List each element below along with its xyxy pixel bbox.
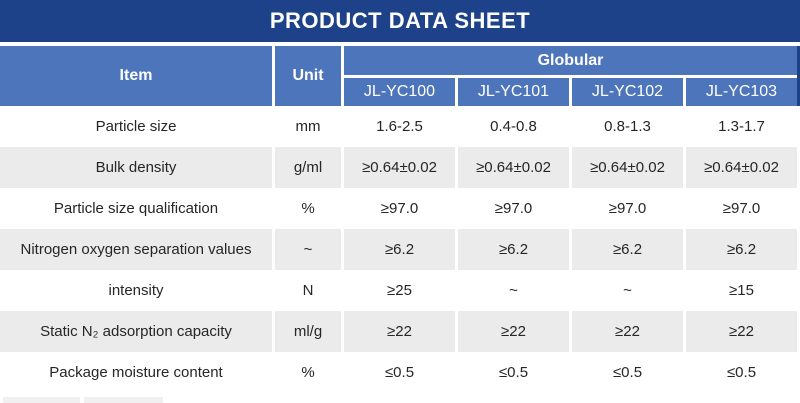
row-unit-value: N xyxy=(275,270,341,311)
banner-divider xyxy=(0,42,800,46)
page-title: PRODUCT DATA SHEET xyxy=(269,8,531,33)
column-header-model: JL-YC100 xyxy=(344,78,455,106)
row-spec-value: ≥6.2 xyxy=(572,229,683,270)
row-spec-value: ≥22 xyxy=(458,311,569,352)
table-row: Particle size qualification % ≥97.0 ≥97.… xyxy=(0,188,797,229)
row-unit-value: ml/g xyxy=(275,311,341,352)
row-spec-value: ~ xyxy=(572,270,683,311)
table-row: Particle size mm 1.6-2.5 0.4-0.8 0.8-1.3… xyxy=(0,106,797,147)
row-spec-value: ≥0.64±0.02 xyxy=(686,147,797,188)
cropped-cell-fragment xyxy=(3,397,80,403)
column-header-model: JL-YC101 xyxy=(458,78,569,106)
row-spec-value: ≥97.0 xyxy=(344,188,455,229)
row-item-label: Particle size qualification xyxy=(0,188,272,229)
title-banner: PRODUCT DATA SHEET xyxy=(0,0,800,42)
row-unit-value: ~ xyxy=(275,229,341,270)
row-spec-value: ~ xyxy=(458,270,569,311)
row-unit-value: g/ml xyxy=(275,147,341,188)
column-header-item: Item xyxy=(0,46,272,106)
row-item-label: Bulk density xyxy=(0,147,272,188)
row-spec-value: ≤0.5 xyxy=(686,352,797,393)
table-row: Static N₂ adsorption capacity ml/g ≥22 ≥… xyxy=(0,311,797,352)
row-spec-value: 1.6-2.5 xyxy=(344,106,455,147)
row-unit-value: mm xyxy=(275,106,341,147)
row-spec-value: 0.4-0.8 xyxy=(458,106,569,147)
row-spec-value: ≥6.2 xyxy=(344,229,455,270)
row-spec-value: ≥6.2 xyxy=(686,229,797,270)
header-right-edge-strip xyxy=(797,46,800,106)
row-spec-value: ≥97.0 xyxy=(572,188,683,229)
table-row: Package moisture content % ≤0.5 ≤0.5 ≤0.… xyxy=(0,352,797,393)
row-spec-value: ≥0.64±0.02 xyxy=(572,147,683,188)
row-spec-value: ≥0.64±0.02 xyxy=(458,147,569,188)
column-header-unit: Unit xyxy=(275,46,341,106)
row-unit-value: % xyxy=(275,188,341,229)
column-header-model: JL-YC102 xyxy=(572,78,683,106)
row-item-label: Package moisture content xyxy=(0,352,272,393)
column-header-model: JL-YC103 xyxy=(686,78,797,106)
row-spec-value: 0.8-1.3 xyxy=(572,106,683,147)
row-spec-value: ≥6.2 xyxy=(458,229,569,270)
row-spec-value: ≤0.5 xyxy=(572,352,683,393)
column-group-header-globular: Globular xyxy=(344,46,797,75)
row-spec-value: ≥97.0 xyxy=(686,188,797,229)
row-spec-value: ≥15 xyxy=(686,270,797,311)
table-body: Particle size mm 1.6-2.5 0.4-0.8 0.8-1.3… xyxy=(0,106,800,393)
row-spec-value: 1.3-1.7 xyxy=(686,106,797,147)
row-spec-value: ≤0.5 xyxy=(344,352,455,393)
table-row: Nitrogen oxygen separation values ~ ≥6.2… xyxy=(0,229,797,270)
cropped-next-row xyxy=(0,397,800,403)
row-spec-value: ≥22 xyxy=(344,311,455,352)
row-spec-value: ≥22 xyxy=(686,311,797,352)
row-spec-value: ≥0.64±0.02 xyxy=(344,147,455,188)
row-item-label: Static N₂ adsorption capacity xyxy=(0,311,272,352)
table-row: intensity N ≥25 ~ ~ ≥15 xyxy=(0,270,797,311)
row-item-label: intensity xyxy=(0,270,272,311)
row-spec-value: ≥25 xyxy=(344,270,455,311)
row-unit-value: % xyxy=(275,352,341,393)
row-spec-value: ≥22 xyxy=(572,311,683,352)
table-row: Bulk density g/ml ≥0.64±0.02 ≥0.64±0.02 … xyxy=(0,147,797,188)
table-header: Item Unit Globular JL-YC100 JL-YC101 JL-… xyxy=(0,46,800,106)
cropped-cell-fragment xyxy=(84,397,163,403)
row-spec-value: ≤0.5 xyxy=(458,352,569,393)
row-item-label: Nitrogen oxygen separation values xyxy=(0,229,272,270)
row-item-label: Particle size xyxy=(0,106,272,147)
row-spec-value: ≥97.0 xyxy=(458,188,569,229)
